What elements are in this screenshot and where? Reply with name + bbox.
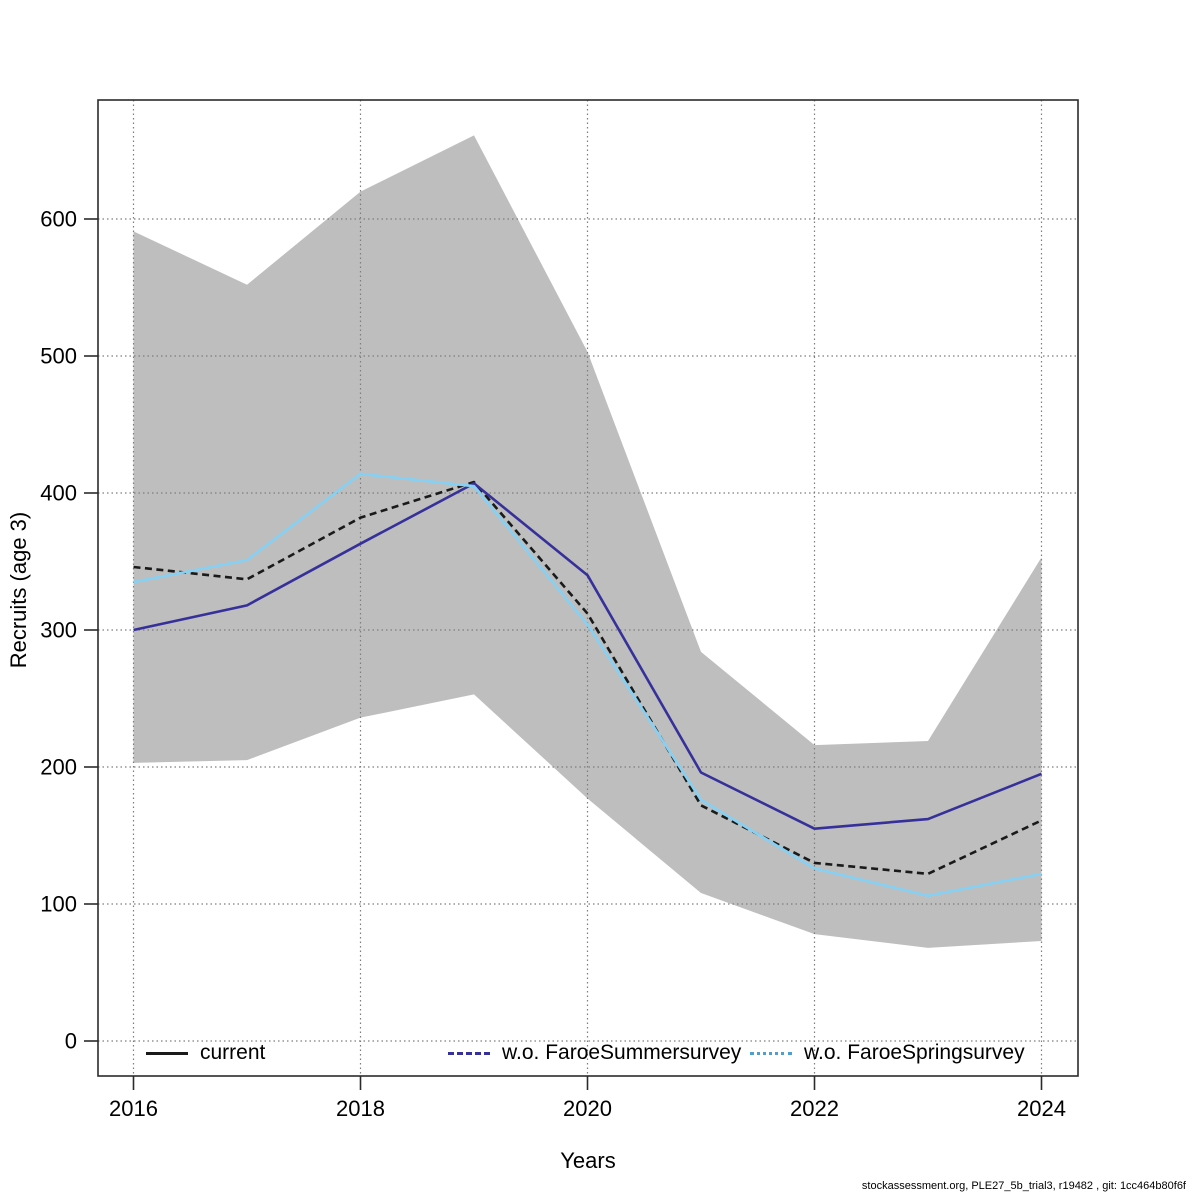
legend-item-wo-faroesummersurvey: w.o. FaroeSummersurvey — [448, 1041, 741, 1065]
x-axis-title: Years — [560, 1148, 616, 1173]
series-line-w-o-faroespringsurvey — [133, 472, 1042, 898]
x-tick-label-2020: 2020 — [563, 1096, 612, 1121]
y-tick-label-0: 0 — [65, 1029, 77, 1054]
x-tick-label-2022: 2022 — [790, 1096, 839, 1121]
x-tick-label-2016: 2016 — [109, 1096, 158, 1121]
legend-item-current: current — [146, 1041, 265, 1065]
x-tick-label-2024: 2024 — [1017, 1096, 1066, 1121]
y-tick-label-300: 300 — [40, 618, 77, 643]
y-tick-label-400: 400 — [40, 481, 77, 506]
legend-label: current — [200, 1041, 266, 1064]
y-tick-label-100: 100 — [40, 892, 77, 917]
y-axis-title: Recruits (age 3) — [6, 511, 31, 669]
y-tick-label-200: 200 — [40, 755, 77, 780]
x-tick-label-2018: 2018 — [336, 1096, 385, 1121]
legend-label: w.o. FaroeSummersurvey — [502, 1041, 742, 1064]
source-attribution: stockassessment.org, PLE27_5b_trial3, r1… — [861, 1180, 1186, 1192]
y-tick-label-600: 600 — [40, 207, 77, 232]
y-tick-label-500: 500 — [40, 344, 77, 369]
series-line-w-o-faroesummersurvey — [133, 482, 1042, 830]
legend-item-wo-faroespringsurvey: w.o. FaroeSpringsurvey — [750, 1041, 1025, 1065]
legend-label: w.o. FaroeSpringsurvey — [804, 1041, 1025, 1064]
spring-line-swatch-icon — [750, 1051, 792, 1055]
summer-line-swatch-icon — [448, 1051, 490, 1055]
current-line-swatch-icon — [146, 1051, 188, 1055]
